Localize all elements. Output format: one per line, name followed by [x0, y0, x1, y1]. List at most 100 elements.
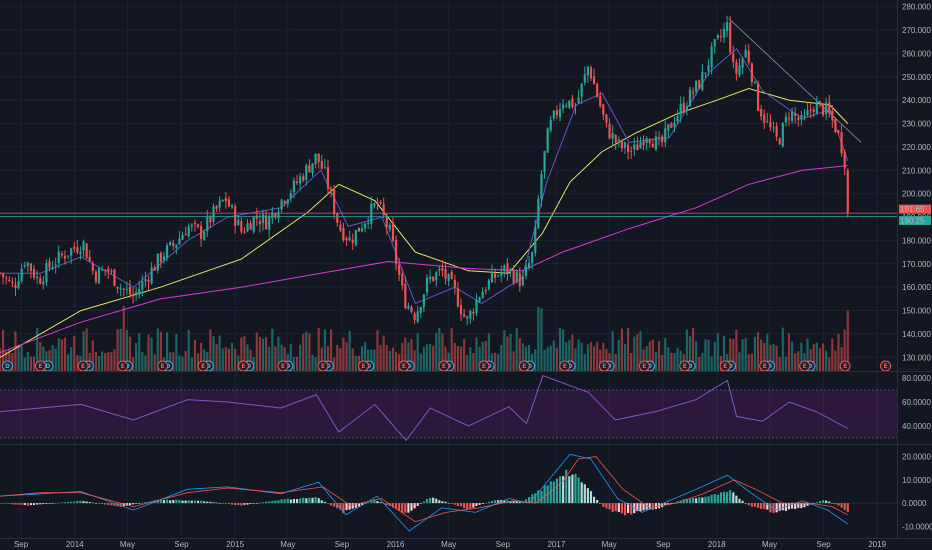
macd-histogram-bar	[295, 498, 299, 504]
candle-body	[797, 117, 800, 121]
candle-body	[704, 72, 707, 74]
candle-body	[305, 165, 308, 180]
macd-histogram-bar	[221, 503, 224, 504]
volume-bar	[605, 349, 608, 371]
candle-body	[555, 110, 559, 116]
volume-bar	[246, 344, 249, 371]
candle-body	[169, 241, 172, 246]
candle-body	[756, 83, 760, 111]
volume-bar	[642, 349, 645, 371]
macd-histogram-bar	[104, 503, 107, 505]
volume-bar	[611, 331, 614, 371]
volume-bar	[846, 310, 849, 371]
macd-histogram-bar	[821, 500, 825, 504]
volume-bar	[617, 339, 620, 371]
macd-histogram-bar	[215, 502, 218, 504]
candle-body	[673, 123, 676, 127]
macd-histogram-bar	[828, 501, 831, 504]
candle-body	[531, 252, 534, 263]
macd-histogram-bar	[645, 503, 648, 510]
macd-histogram-bar	[314, 496, 317, 504]
volume-bar	[227, 348, 231, 371]
candle-body	[592, 76, 596, 85]
earnings-marker-label: E	[723, 363, 727, 370]
volume-bar	[750, 353, 753, 371]
volume-bar	[741, 339, 744, 371]
macd-histogram-bar	[29, 503, 33, 506]
volume-bar	[456, 345, 460, 371]
candle-body	[599, 95, 602, 107]
candle-body	[131, 293, 135, 297]
volume-bar	[710, 356, 713, 371]
volume-bar	[153, 354, 156, 371]
volume-bar	[57, 338, 60, 371]
macd-histogram-bar	[648, 503, 651, 510]
volume-bar	[113, 349, 116, 371]
volume-bar	[184, 350, 187, 371]
macd-histogram-bar	[169, 500, 172, 504]
volume-bar	[469, 347, 472, 371]
candle-body	[326, 167, 330, 189]
macd-histogram-bar	[840, 503, 843, 508]
volume-bar	[249, 349, 252, 371]
time-axis-tick-label: May	[441, 540, 456, 549]
candle-body	[48, 261, 51, 268]
macd-histogram-bar	[636, 503, 639, 512]
candle-body	[221, 199, 224, 201]
volume-bar	[701, 353, 704, 371]
moving-average-ma20	[0, 48, 849, 305]
macd-histogram-bar	[20, 503, 23, 505]
volume-bar	[713, 341, 716, 371]
volume-bar	[73, 336, 76, 371]
macd-histogram-bar	[515, 501, 518, 504]
macd-histogram-bar	[76, 500, 79, 504]
candle-body	[657, 136, 661, 138]
macd-histogram-bar	[8, 503, 11, 504]
macd-histogram-bar	[351, 503, 354, 509]
candle-body	[695, 80, 698, 92]
macd-histogram-bar	[85, 501, 88, 504]
macd-histogram-bar	[302, 497, 305, 504]
candle-body	[128, 286, 132, 295]
macd-histogram-bar	[373, 499, 376, 504]
candle-body	[630, 150, 633, 152]
macd-histogram-bar	[48, 503, 51, 504]
candle-body	[490, 271, 494, 283]
macd-histogram-bar	[630, 503, 633, 515]
macd-histogram-bar	[481, 503, 484, 504]
candle-body	[367, 222, 370, 224]
volume-bar	[150, 337, 153, 371]
candle-body	[200, 225, 203, 239]
volume-bar	[255, 332, 258, 371]
earnings-marker-label: E	[281, 363, 285, 370]
volume-bar	[376, 330, 379, 371]
macd-histogram-bar	[463, 503, 466, 509]
candle-body	[608, 123, 611, 139]
earnings-marker-label: E	[241, 363, 245, 370]
volume-bar	[506, 336, 509, 371]
macd-histogram-bar	[419, 503, 422, 504]
candle-body	[775, 126, 778, 137]
macd-axis-tick-label: 10.0000	[902, 476, 931, 485]
macd-histogram-bar	[252, 503, 255, 504]
candle-body	[509, 269, 512, 271]
macd-histogram-bar	[589, 491, 593, 504]
macd-histogram-bar	[685, 498, 688, 504]
volume-bar	[537, 306, 540, 371]
volume-bar	[101, 351, 104, 371]
volume-bar	[51, 344, 54, 371]
volume-bar	[766, 333, 769, 371]
candle-body	[766, 120, 769, 122]
candle-body	[82, 241, 85, 251]
volume-bar	[422, 347, 425, 371]
candle-body	[589, 67, 593, 79]
macd-histogram-bar	[661, 503, 664, 508]
volume-bar	[66, 354, 70, 371]
macd-histogram-bar	[5, 503, 8, 504]
volume-bar	[339, 348, 342, 371]
macd-histogram-bar	[484, 502, 487, 504]
candle-body	[654, 136, 658, 150]
candle-body	[227, 199, 231, 207]
macd-histogram-bar	[605, 503, 608, 509]
